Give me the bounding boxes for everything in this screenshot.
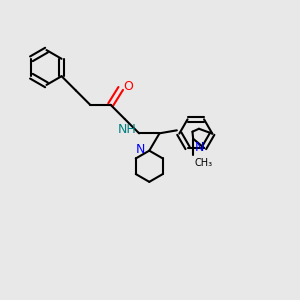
Text: NH: NH (118, 123, 137, 136)
Text: CH₃: CH₃ (195, 158, 213, 168)
Text: N: N (135, 143, 145, 156)
Text: O: O (124, 80, 134, 93)
Text: N: N (195, 141, 204, 154)
